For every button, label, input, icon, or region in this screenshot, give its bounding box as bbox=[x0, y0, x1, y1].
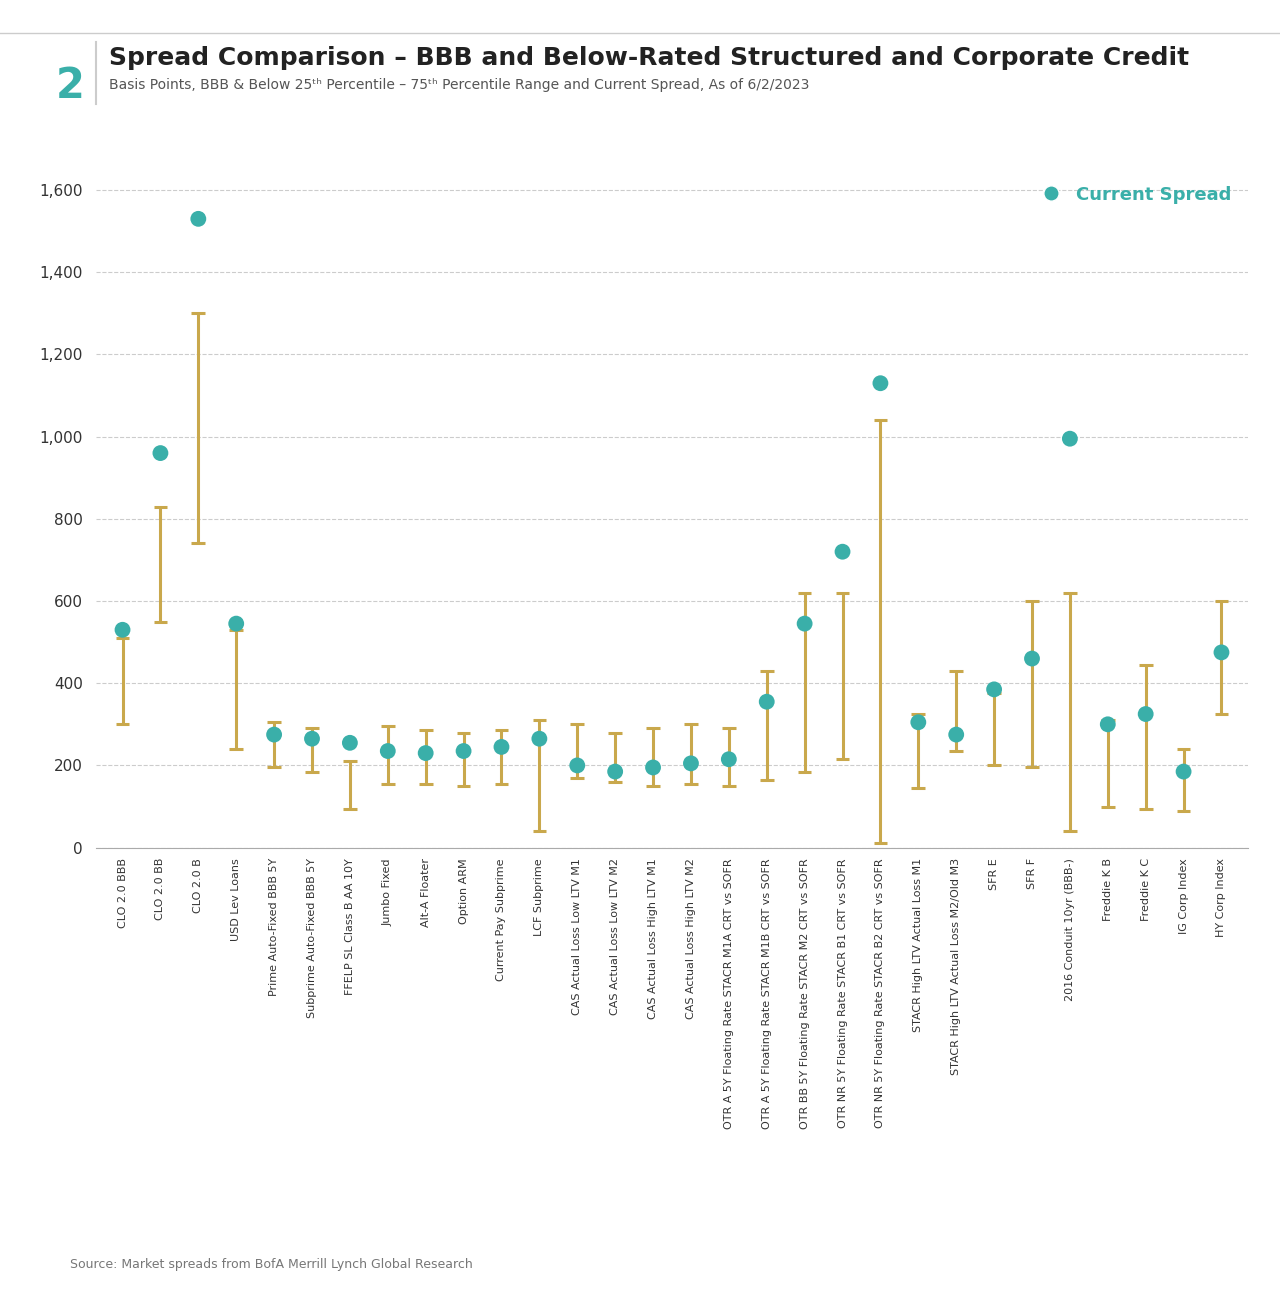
Point bbox=[113, 619, 133, 640]
Point bbox=[605, 762, 626, 782]
Point bbox=[227, 613, 247, 634]
Text: Source: Market spreads from BofA Merrill Lynch Global Research: Source: Market spreads from BofA Merrill… bbox=[70, 1258, 474, 1271]
Text: Basis Points, BBB & Below 25ᵗʰ Percentile – 75ᵗʰ Percentile Range and Current Sp: Basis Points, BBB & Below 25ᵗʰ Percentil… bbox=[109, 78, 809, 93]
Legend: Current Spread: Current Spread bbox=[1025, 179, 1239, 211]
Point bbox=[984, 679, 1005, 700]
Point bbox=[1021, 648, 1042, 669]
Point bbox=[1135, 704, 1156, 725]
Point bbox=[756, 691, 777, 712]
Point bbox=[453, 741, 474, 762]
Point bbox=[795, 613, 815, 634]
Point bbox=[946, 724, 966, 745]
Point bbox=[378, 741, 398, 762]
Point bbox=[529, 728, 549, 748]
Point bbox=[416, 743, 436, 764]
Point bbox=[492, 737, 512, 758]
Point bbox=[832, 541, 852, 562]
Point bbox=[1097, 713, 1117, 734]
Point bbox=[1060, 428, 1080, 449]
Point bbox=[1211, 642, 1231, 662]
Point bbox=[870, 373, 891, 394]
Text: 2: 2 bbox=[56, 65, 84, 107]
Point bbox=[681, 752, 701, 773]
Text: Spread Comparison – BBB and Below-Rated Structured and Corporate Credit: Spread Comparison – BBB and Below-Rated … bbox=[109, 46, 1189, 69]
Point bbox=[718, 748, 739, 769]
Point bbox=[302, 728, 323, 748]
Point bbox=[567, 755, 588, 776]
Point bbox=[1174, 762, 1194, 782]
Point bbox=[264, 724, 284, 745]
Point bbox=[908, 712, 928, 733]
Point bbox=[150, 442, 170, 463]
Point bbox=[643, 758, 663, 778]
Point bbox=[188, 209, 209, 230]
Point bbox=[339, 733, 360, 754]
